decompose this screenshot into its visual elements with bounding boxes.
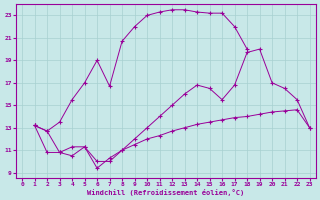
X-axis label: Windchill (Refroidissement éolien,°C): Windchill (Refroidissement éolien,°C) bbox=[87, 189, 244, 196]
